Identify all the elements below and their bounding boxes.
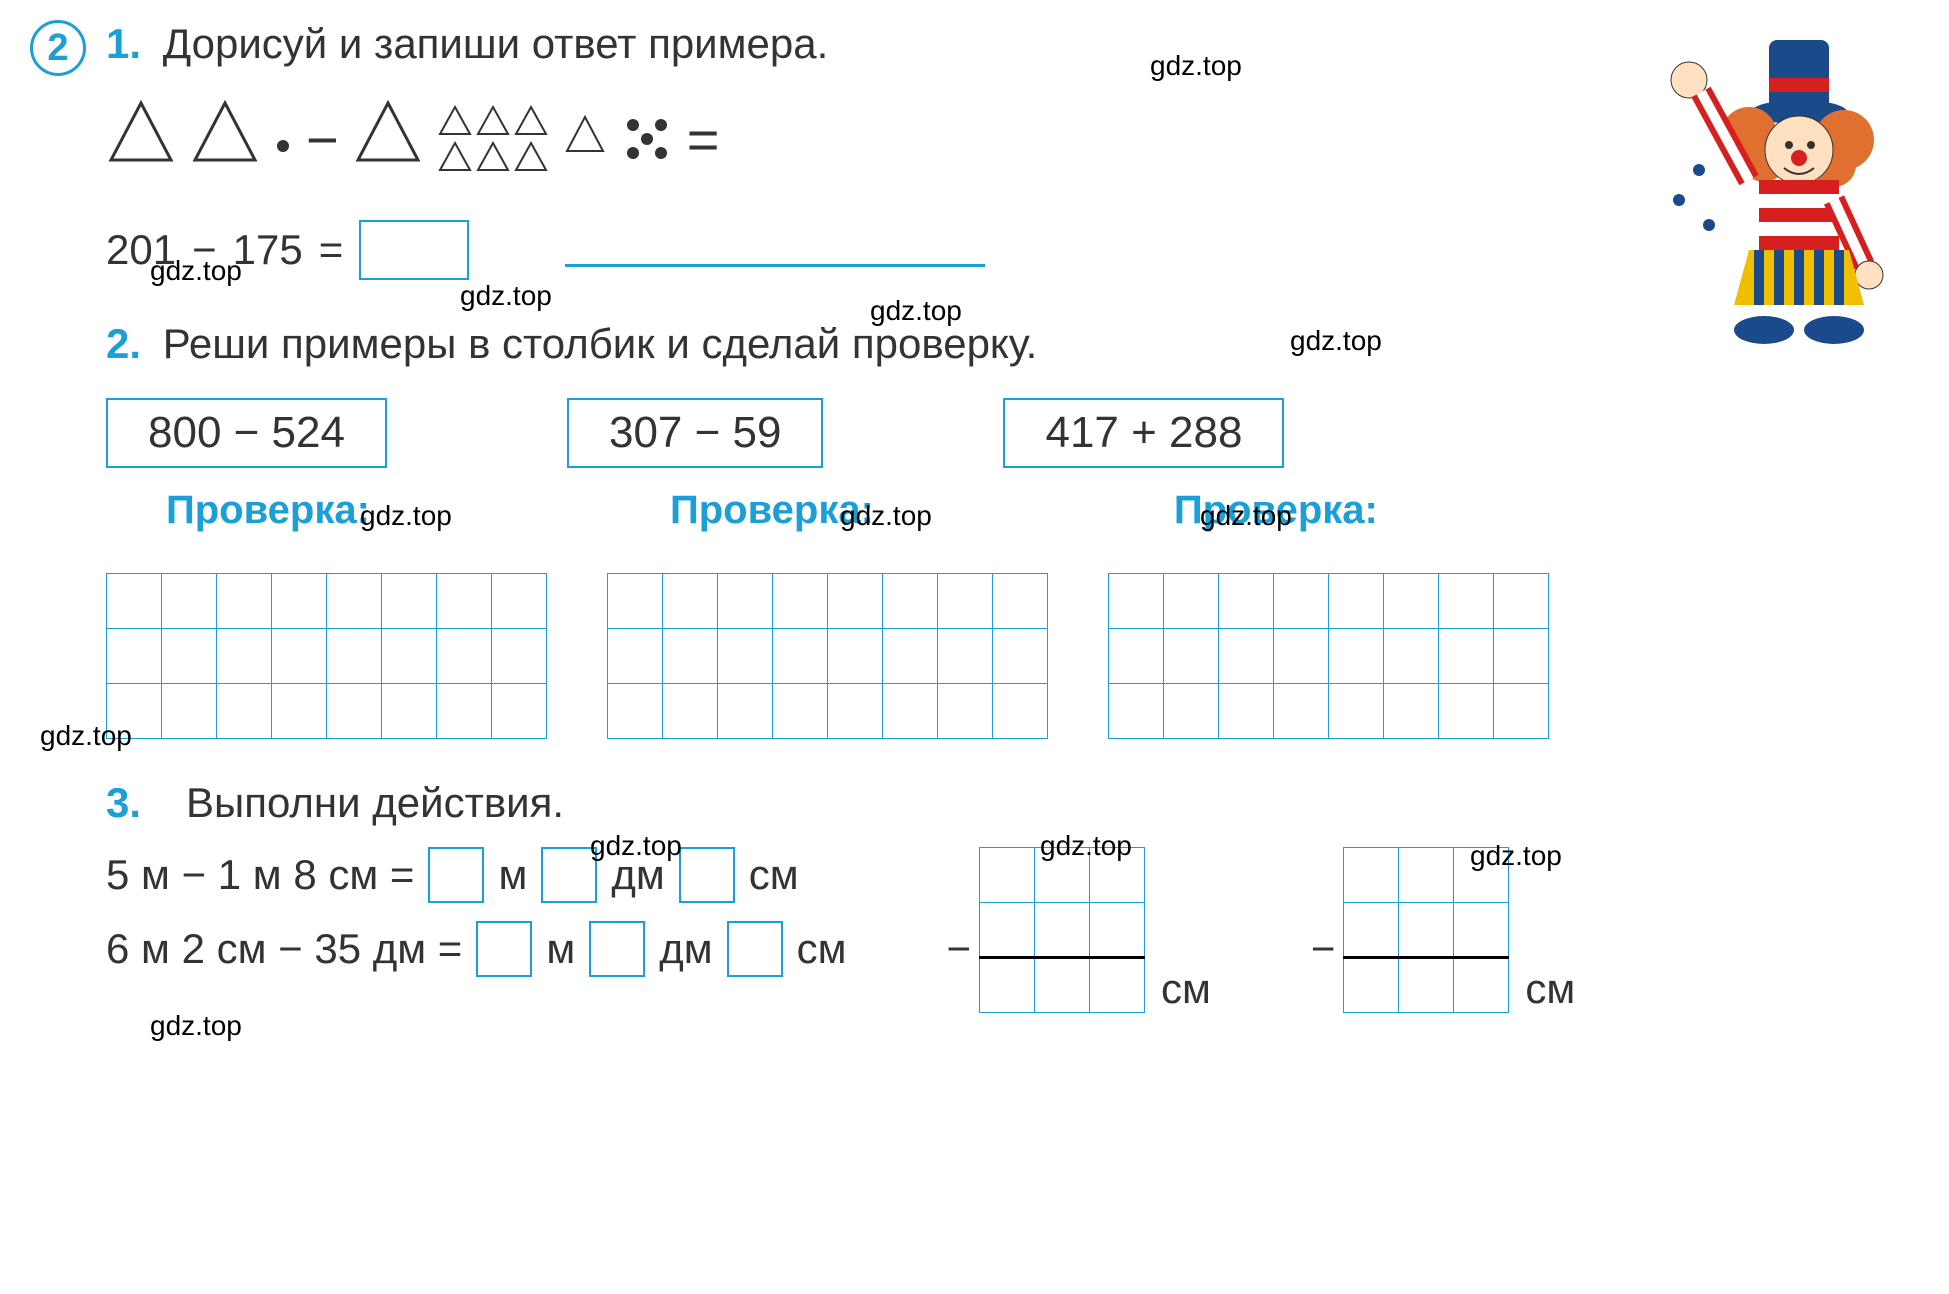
part2-number: 2. [106, 320, 141, 367]
answer-line[interactable] [565, 264, 985, 267]
expr-right: 175 [233, 226, 303, 274]
check-labels-row: Проверка: Проверка: Проверка: [166, 488, 1919, 533]
calculation-grid[interactable] [106, 573, 547, 739]
big-triangle-icon [190, 98, 260, 180]
answer-box[interactable] [679, 847, 735, 903]
expr-eq: = [319, 226, 344, 274]
expr-left: 201 [106, 226, 176, 274]
check-label: Проверка: [166, 488, 370, 533]
answer-box[interactable] [359, 220, 469, 280]
unit-cm: см [1525, 965, 1575, 1013]
problem-box: 417 + 288 [1003, 398, 1284, 468]
check-label: Проверка: [1174, 488, 1378, 533]
answer-box[interactable] [589, 921, 645, 977]
eq2-lhs: 6 м 2 см − 35 дм = [106, 925, 462, 973]
part1-text: Дорисуй и запиши ответ примера. [163, 20, 829, 67]
answer-box[interactable] [541, 847, 597, 903]
watermark: gdz.top [150, 1010, 242, 1042]
problems-row: 800 − 524 307 − 59 417 + 288 [106, 398, 1919, 468]
small-triangle-icon [563, 112, 607, 167]
unit-cm: см [1161, 965, 1211, 1013]
equation-1: 5 м − 1 м 8 см = м дм см [106, 847, 846, 903]
exercise-number-badge: 2 [30, 20, 86, 76]
big-triangle-icon [353, 98, 423, 180]
answer-box[interactable] [428, 847, 484, 903]
column-calc[interactable]: − см [946, 847, 1210, 1013]
problem-box: 307 − 59 [567, 398, 824, 468]
unit-cm: см [749, 851, 799, 899]
part3-text: Выполни действия. [186, 779, 564, 826]
problem-box: 800 − 524 [106, 398, 387, 468]
column-calc[interactable]: − см [1311, 847, 1575, 1013]
minus-sign: − [1311, 925, 1336, 973]
calculation-grid[interactable] [1108, 573, 1549, 739]
dot-icon [274, 112, 292, 167]
unit-dm: дм [659, 925, 712, 973]
expr-minus: − [192, 226, 217, 274]
answer-box[interactable] [727, 921, 783, 977]
minus-sign: − [946, 925, 971, 973]
exercise-number: 2 [47, 27, 68, 70]
eq1-lhs: 5 м − 1 м 8 см = [106, 851, 414, 899]
part3-heading: 3. Выполни действия. [106, 779, 1919, 827]
minus-sign: − [306, 107, 339, 172]
equation-2: 6 м 2 см − 35 дм = м дм см [106, 921, 846, 977]
clown-illustration [1629, 30, 1889, 350]
part3-number: 3. [106, 779, 141, 826]
unit-dm: дм [611, 851, 664, 899]
equals-sign: = [687, 107, 720, 172]
calculation-grids-row [106, 573, 1919, 739]
unit-m: м [498, 851, 527, 899]
calculation-grid[interactable] [607, 573, 1048, 739]
small-triangles-group [437, 104, 549, 174]
page-root: gdz.top gdz.top gdz.top gdz.top gdz.top … [30, 20, 1919, 1013]
part2-text: Реши примеры в столбик и сделай проверку… [163, 320, 1038, 367]
column-calculations: − см − [946, 847, 1575, 1013]
check-label: Проверка: [670, 488, 874, 533]
unit-cm: см [797, 925, 847, 973]
unit-m: м [546, 925, 575, 973]
big-triangle-icon [106, 98, 176, 180]
answer-box[interactable] [476, 921, 532, 977]
five-dots-icon [621, 113, 673, 165]
part1-number: 1. [106, 20, 141, 67]
